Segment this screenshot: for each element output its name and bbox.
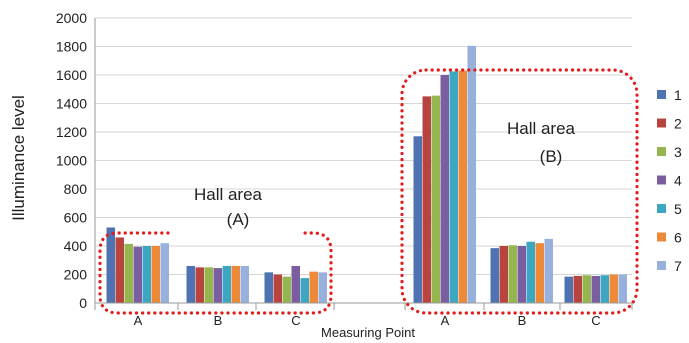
bar-c-2 [273,274,282,303]
legend-label: 4 [674,173,682,189]
bar-a-3 [431,95,440,303]
legend-label: 7 [674,258,682,274]
legend-swatch [657,232,666,242]
bar-b-4 [517,246,526,303]
bar-a-4 [440,75,449,303]
bar-b-5 [222,265,231,303]
y-tick-label: 1600 [56,67,87,83]
bar-a-1 [106,227,115,303]
bar-c-1 [564,276,573,303]
annotation-label: Hall area [507,119,576,138]
bar-b-6 [535,243,544,303]
bar-b-7 [544,238,553,303]
legend-swatch [657,90,666,99]
y-axis-ticks: 0 200 400 600 800 1000 1200 1400 1600 1800 2000 [56,10,87,311]
x-tick-label: A [134,313,143,328]
bar-b-1 [186,265,195,303]
bar-a-5 [449,71,458,303]
legend: 1 2 3 4 5 6 7 [657,87,682,274]
x-tick-label: C [291,313,300,328]
annotation-sublabel: (B) [540,147,563,166]
bars [106,45,627,303]
legend-label: 3 [674,144,682,160]
bar-c-4 [291,265,300,303]
y-tick-label: 400 [64,238,88,254]
bar-c-6 [309,271,318,303]
x-tick-label: C [591,313,600,328]
bar-a-1 [413,136,422,303]
annotation-label: Hall area [194,185,263,204]
bar-b-2 [195,267,204,303]
bar-c-3 [282,276,291,303]
y-tick-label: 800 [64,181,88,197]
x-tick-label: A [441,313,450,328]
legend-swatch [657,118,666,128]
bar-c-1 [264,272,273,303]
legend-label: 2 [674,116,682,132]
annotation-box-a [98,231,333,315]
legend-label: 5 [674,201,682,217]
bar-a-2 [115,237,124,303]
bar-c-7 [318,272,327,303]
bar-a-4 [133,246,142,303]
bar-b-6 [231,265,240,303]
bar-b-7 [240,265,249,303]
legend-swatch [657,204,666,213]
annotations: Hall area (A) Hall area (B) [98,68,639,315]
y-tick-label: 1200 [56,124,87,140]
x-axis-label: Measuring Point [321,325,415,340]
y-tick-label: 200 [64,267,88,283]
legend-swatch [657,175,666,185]
bar-a-2 [422,96,431,303]
bar-c-3 [582,275,591,303]
bar-b-1 [490,248,499,303]
y-axis-label: Illuminance level [9,95,28,221]
y-tick-label: 1000 [56,153,87,169]
axes [94,18,633,310]
y-tick-label: 2000 [56,10,87,26]
annotation-box-b [400,68,639,315]
bar-a-5 [142,246,151,303]
bar-c-5 [600,275,609,303]
legend-swatch [657,261,666,270]
legend-label: 1 [674,87,682,103]
y-tick-label: 600 [64,210,88,226]
legend-label: 6 [674,230,682,246]
y-tick-label: 1400 [56,96,87,112]
bar-c-2 [573,275,582,303]
bar-a-6 [151,246,160,303]
bar-b-5 [526,241,535,303]
bar-c-6 [609,274,618,303]
bar-c-7 [618,274,627,303]
bar-b-3 [508,245,517,303]
gridlines [95,17,632,275]
x-tick-label: B [518,313,527,328]
bar-a-7 [160,243,169,303]
bar-b-4 [213,268,222,303]
y-tick-label: 1800 [56,39,87,55]
bar-c-5 [300,278,309,303]
x-tick-label: B [214,313,223,328]
y-tick-label: 0 [79,295,87,311]
bar-a-3 [124,243,133,303]
bar-b-3 [204,267,213,303]
bar-a-6 [458,70,467,303]
bar-b-2 [499,246,508,303]
bar-a-7 [467,45,476,303]
legend-swatch [657,147,666,156]
bar-c-4 [591,275,600,303]
annotation-sublabel: (A) [227,210,250,229]
